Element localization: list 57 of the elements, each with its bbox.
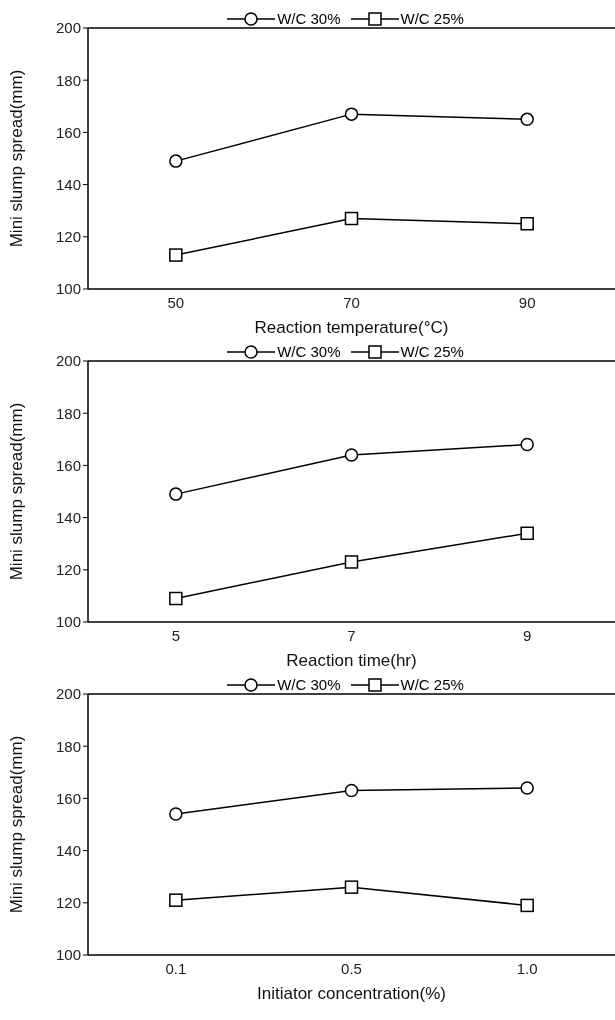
y-tick-label: 200 <box>55 352 81 370</box>
y-tick-label: 160 <box>55 456 81 474</box>
y-tick-label: 140 <box>55 508 81 526</box>
point <box>344 107 359 121</box>
y-tick-label: 160 <box>55 789 81 807</box>
legend-label: W/C 25% <box>400 10 464 27</box>
x-tick-label: 0.5 <box>341 959 362 977</box>
y-tick-label: 180 <box>55 737 81 755</box>
y-tick-label: 180 <box>55 404 81 422</box>
point <box>344 880 359 894</box>
y-tick-label: 100 <box>55 280 81 298</box>
y-axis-title: Mini slump spread(mm) <box>7 69 27 248</box>
point <box>169 248 183 262</box>
point <box>169 487 183 501</box>
legend-label: W/C 30% <box>277 10 341 27</box>
x-axis-title: Reaction time(hr) <box>286 651 417 670</box>
legend-label: W/C 30% <box>277 676 341 693</box>
x-tick-label: 90 <box>518 293 536 311</box>
point <box>520 217 534 231</box>
point <box>169 591 183 606</box>
point <box>344 783 359 798</box>
y-axis-title: Mini slump spread(mm) <box>7 402 27 581</box>
x-tick-label: 9 <box>522 626 532 644</box>
point <box>520 112 534 127</box>
point <box>169 154 183 168</box>
point <box>344 448 359 462</box>
x-tick-label: 50 <box>167 293 185 311</box>
x-tick-label: 0.1 <box>165 959 187 977</box>
legend-label: W/C 25% <box>400 343 464 360</box>
y-tick-label: 100 <box>55 946 81 964</box>
x-axis-title: Initiator concentration(%) <box>257 984 446 1003</box>
point <box>520 781 534 795</box>
x-tick-label: 70 <box>343 293 360 311</box>
y-tick-label: 140 <box>55 175 81 193</box>
y-tick-label: 100 <box>55 613 81 631</box>
x-tick-label: 5 <box>171 626 181 644</box>
y-tick-label: 120 <box>55 894 81 912</box>
y-tick-label: 120 <box>55 561 81 579</box>
x-tick-label: 7 <box>347 626 356 644</box>
legend-label: W/C 30% <box>277 343 341 360</box>
point <box>520 437 534 452</box>
point <box>169 893 183 907</box>
point <box>344 211 359 226</box>
point <box>344 555 359 569</box>
point <box>169 807 183 821</box>
y-tick-label: 200 <box>55 685 81 703</box>
y-tick-label: 120 <box>55 228 81 246</box>
y-tick-label: 180 <box>55 71 81 89</box>
x-tick-label: 1.0 <box>516 959 538 977</box>
y-axis-title: Mini slump spread(mm) <box>7 735 27 914</box>
x-axis-title: Reaction temperature(°C) <box>254 318 449 337</box>
y-tick-label: 140 <box>55 841 81 859</box>
y-tick-label: 200 <box>55 19 81 37</box>
y-tick-label: 160 <box>55 123 81 141</box>
point <box>520 526 534 541</box>
point <box>520 898 534 913</box>
legend-label: W/C 25% <box>400 676 464 693</box>
